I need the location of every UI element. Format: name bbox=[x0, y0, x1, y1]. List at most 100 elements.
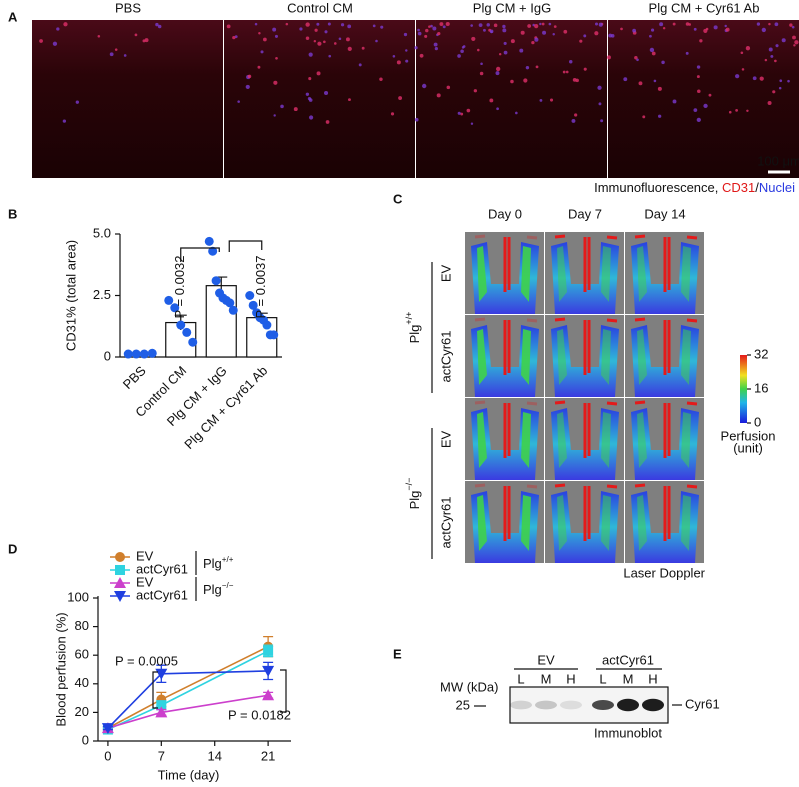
vessel bbox=[474, 400, 538, 406]
cell bbox=[398, 96, 403, 100]
cell bbox=[56, 27, 60, 31]
vessel bbox=[634, 317, 698, 323]
cell bbox=[157, 24, 162, 29]
cell bbox=[414, 46, 418, 50]
cell bbox=[725, 27, 730, 32]
cell bbox=[662, 27, 666, 30]
cell bbox=[471, 36, 476, 42]
y-tick-label: 40 bbox=[75, 675, 89, 690]
cell bbox=[345, 37, 350, 42]
blot bbox=[509, 686, 669, 724]
cell bbox=[583, 34, 587, 38]
cell bbox=[503, 41, 507, 46]
cell bbox=[600, 119, 604, 123]
perfusion-body bbox=[471, 408, 539, 480]
x-tick-label: PBS bbox=[120, 363, 149, 392]
cell bbox=[396, 60, 401, 65]
cell bbox=[422, 83, 427, 89]
cell bbox=[510, 79, 514, 84]
cell bbox=[414, 117, 419, 122]
doppler-image bbox=[465, 481, 544, 563]
cell bbox=[260, 50, 264, 54]
cell bbox=[460, 112, 464, 116]
cell bbox=[457, 54, 461, 58]
x-tick-label: 7 bbox=[158, 748, 165, 763]
cell bbox=[347, 46, 352, 51]
cell bbox=[305, 92, 310, 96]
lane-label: M bbox=[623, 671, 634, 686]
cell bbox=[498, 52, 502, 56]
cell bbox=[636, 58, 639, 62]
colorbar bbox=[740, 355, 747, 423]
cell bbox=[327, 22, 331, 26]
doppler-image bbox=[625, 315, 704, 397]
cell bbox=[745, 46, 751, 51]
group-base: Plg bbox=[407, 491, 422, 510]
cell bbox=[293, 107, 298, 112]
annotation: P = 0.0032 bbox=[172, 255, 187, 318]
cell bbox=[324, 90, 329, 96]
doppler-image bbox=[625, 398, 704, 480]
cell bbox=[696, 75, 700, 79]
cell bbox=[405, 49, 408, 52]
cell bbox=[527, 24, 532, 28]
y-tick-label: 20 bbox=[75, 704, 89, 719]
cell bbox=[232, 35, 236, 40]
data-point bbox=[176, 320, 186, 330]
cell bbox=[572, 77, 577, 82]
cell bbox=[436, 93, 441, 98]
cell bbox=[642, 115, 646, 119]
cell bbox=[379, 77, 383, 81]
cell bbox=[470, 122, 474, 125]
colorbar-label: 32 bbox=[754, 346, 768, 361]
group-label: actCyr61 bbox=[602, 652, 654, 667]
cell bbox=[523, 78, 528, 83]
y-tick-label: 100 bbox=[67, 589, 89, 604]
micrograph bbox=[224, 20, 415, 178]
doppler-image bbox=[625, 481, 704, 563]
cell bbox=[539, 22, 542, 26]
perfusion-leg bbox=[637, 329, 691, 385]
cell bbox=[772, 90, 776, 94]
cell bbox=[305, 36, 310, 40]
cell bbox=[794, 40, 799, 45]
cell bbox=[778, 86, 782, 90]
doppler-image bbox=[465, 232, 544, 314]
cell bbox=[534, 24, 539, 29]
cell bbox=[672, 99, 677, 104]
image-label: PBS bbox=[115, 0, 141, 15]
band bbox=[510, 700, 532, 710]
cell bbox=[328, 54, 332, 58]
lane-label: H bbox=[566, 671, 575, 686]
legend-label: EV bbox=[136, 574, 154, 589]
vessel bbox=[503, 403, 511, 458]
cell bbox=[549, 98, 554, 102]
group-sup: +/+ bbox=[404, 312, 414, 325]
perfusion-leg bbox=[477, 246, 531, 302]
cell bbox=[515, 111, 518, 115]
cell bbox=[703, 28, 708, 33]
cell bbox=[594, 22, 599, 26]
cell bbox=[740, 51, 744, 55]
cell bbox=[638, 81, 643, 86]
data-point bbox=[262, 320, 272, 330]
vessel bbox=[503, 237, 511, 292]
y-tick-label: 5.0 bbox=[93, 225, 111, 240]
legend-group: Plg+/+ bbox=[203, 555, 234, 571]
cell bbox=[52, 41, 58, 46]
cell bbox=[348, 98, 351, 102]
cell bbox=[428, 25, 431, 28]
legend-marker bbox=[114, 591, 126, 602]
y-tick-label: 80 bbox=[75, 618, 89, 633]
cell bbox=[608, 33, 613, 38]
bracket bbox=[180, 247, 220, 262]
cell bbox=[425, 28, 429, 33]
cell bbox=[653, 79, 657, 83]
data-point bbox=[204, 236, 214, 246]
perfusion-leg bbox=[557, 412, 611, 468]
cell bbox=[466, 108, 471, 113]
cell bbox=[756, 22, 761, 26]
cell bbox=[424, 34, 428, 38]
cell bbox=[531, 40, 535, 45]
